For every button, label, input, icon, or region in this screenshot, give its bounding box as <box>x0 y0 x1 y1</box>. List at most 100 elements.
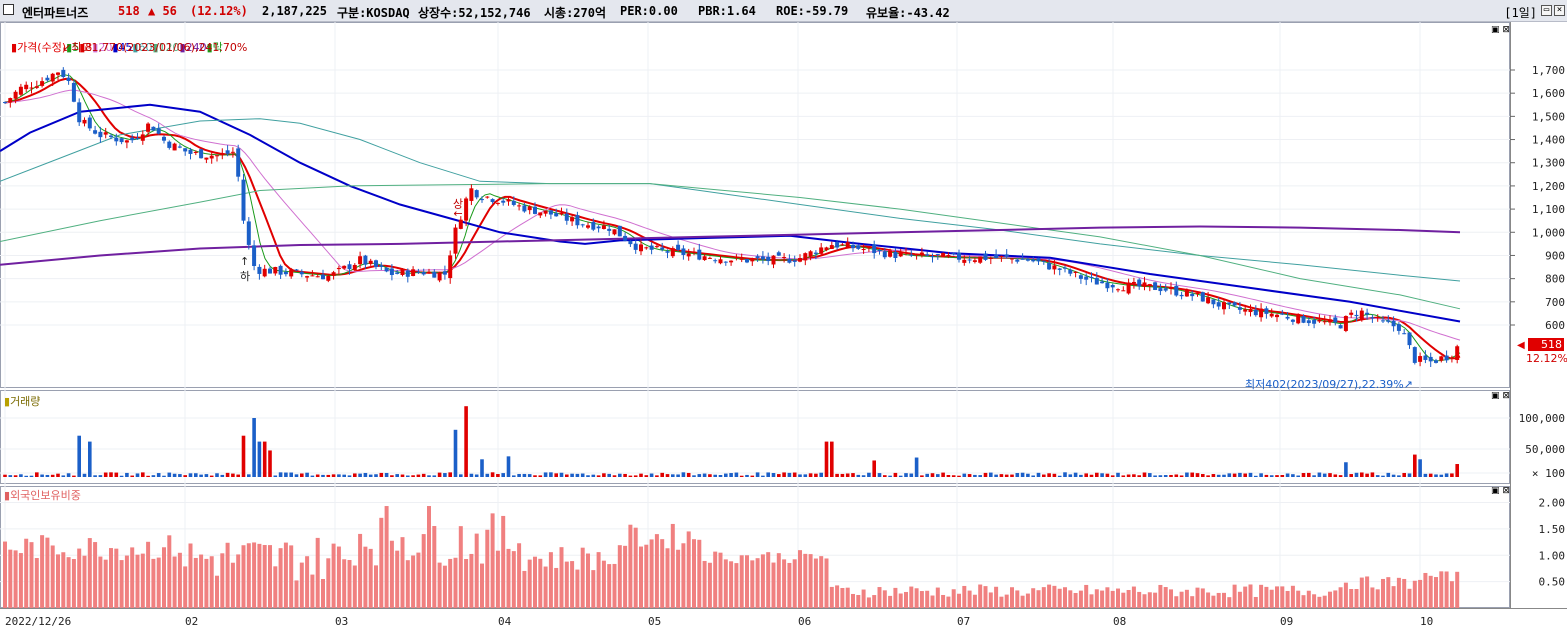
pane-close-icon[interactable]: ⊠ <box>1502 391 1510 401</box>
candle-body <box>310 275 315 277</box>
foreign-bar <box>882 590 887 608</box>
foreign-bar <box>570 561 575 608</box>
foreign-bar <box>1047 584 1052 608</box>
stock-name[interactable]: 엔터파트너즈 <box>22 6 89 20</box>
foreign-bar <box>257 543 262 608</box>
market-cap: 시총:270억 <box>544 6 607 20</box>
foreign-bar <box>1396 577 1401 608</box>
volume-bar <box>247 474 251 477</box>
candle-body <box>1057 268 1062 270</box>
candle-body <box>71 82 76 102</box>
candle-body <box>18 86 23 95</box>
volume-bar <box>374 474 378 477</box>
candle-body <box>1296 313 1301 324</box>
volume-bar <box>1444 473 1449 477</box>
volume-bar <box>867 472 871 477</box>
pane-minimize-icon[interactable]: ▣ <box>1491 486 1500 496</box>
volume-bar <box>188 473 193 477</box>
price-legend-title[interactable]: 가격(수정) <box>17 41 67 54</box>
candle-body <box>1232 302 1237 306</box>
foreign-bar <box>654 534 659 608</box>
ma20-label[interactable]: 20 <box>98 41 113 54</box>
candle-body <box>130 137 135 141</box>
price-change: ▲ 56 <box>148 4 177 18</box>
candle-body <box>1237 307 1242 310</box>
foreign-bar <box>856 594 861 608</box>
volume-bar <box>1110 475 1115 477</box>
candle-body <box>1195 292 1200 295</box>
candle-body <box>1131 281 1136 284</box>
volume-bar <box>1153 475 1157 477</box>
foreign-bar <box>930 595 935 608</box>
legend-marker-icon: ▮ <box>92 41 99 54</box>
foreign-tick-label: 1.00 <box>1539 549 1566 562</box>
candle-body <box>289 269 294 277</box>
volume-bar <box>1116 472 1120 477</box>
foreign-legend-title[interactable]: 외국인보유비중 <box>10 489 81 502</box>
ma5-label[interactable]: 5 <box>72 41 80 54</box>
ma120-label[interactable]: 120 <box>158 41 180 54</box>
volume-bar <box>1248 472 1253 477</box>
minimize-icon[interactable]: ▭ <box>1541 5 1552 16</box>
candle-body <box>98 131 103 138</box>
volume-bar <box>390 475 394 477</box>
select-checkbox[interactable] <box>3 4 14 15</box>
volume-bar <box>82 473 87 477</box>
volume-bar <box>241 435 246 477</box>
volume-bar <box>951 475 956 477</box>
volume-bar <box>718 475 723 477</box>
foreign-bar <box>962 585 967 608</box>
close-icon[interactable]: × <box>1554 5 1565 16</box>
volume-bar <box>8 475 13 477</box>
volume-legend-title[interactable]: 거래량 <box>10 395 41 408</box>
candle-body <box>151 126 156 131</box>
ma240-line <box>0 225 1461 266</box>
candle-body <box>246 221 251 245</box>
candle-body <box>914 254 919 256</box>
pane-close-icon[interactable]: ⊠ <box>1502 25 1510 35</box>
volume-bar <box>1322 473 1327 477</box>
foreign-bar <box>1094 589 1099 608</box>
volume-bar <box>225 472 230 477</box>
volume-pane-controls: ▣ ⊠ <box>1491 391 1510 401</box>
volume-bar <box>353 473 357 477</box>
foreign-bar <box>644 544 649 608</box>
foreign-bar <box>177 552 182 608</box>
ma8-label[interactable]: 8 <box>85 41 93 54</box>
volume-bar <box>623 473 627 477</box>
candle-body <box>384 267 389 272</box>
volume-bar <box>633 475 638 477</box>
ma45-label[interactable]: 45 <box>118 41 133 54</box>
foreign-bar <box>342 559 347 608</box>
pane-minimize-icon[interactable]: ▣ <box>1491 25 1500 35</box>
chart-area[interactable]: 1,700 1,600 1,500 1,400 1,300 1,200 1,100 1,000… <box>0 22 1567 630</box>
candle-body <box>1359 310 1364 320</box>
period-button[interactable]: [1일] <box>1504 6 1537 20</box>
foreign-bar <box>204 558 209 608</box>
ma45-line <box>0 103 1461 323</box>
candle-body <box>1190 293 1195 297</box>
volume-bar <box>1386 472 1391 477</box>
volume-bar <box>93 475 97 477</box>
candle-body <box>1248 309 1253 313</box>
pane-minimize-icon[interactable]: ▣ <box>1491 391 1500 401</box>
volume-bar <box>1397 475 1401 477</box>
candle-body <box>644 247 649 249</box>
foreign-tick-label: 1.50 <box>1539 523 1566 536</box>
candle-body <box>241 179 246 221</box>
lock-label[interactable]: 락 <box>212 41 223 54</box>
ma240-label[interactable]: 240 <box>185 41 207 54</box>
ma60-label[interactable]: 60 <box>138 41 153 54</box>
foreign-bar <box>421 534 426 608</box>
foreign-bar <box>628 524 633 608</box>
candle-body <box>50 73 55 82</box>
candle-body <box>511 200 516 205</box>
foreign-bar <box>1232 584 1237 608</box>
candle-body <box>124 140 129 143</box>
foreign-bar <box>988 592 993 608</box>
price-tick-label: 1,600 <box>1532 87 1565 100</box>
volume-bar <box>151 475 156 477</box>
pane-close-icon[interactable]: ⊠ <box>1502 486 1510 496</box>
volume-bar <box>1222 474 1226 477</box>
foreign-bar <box>1057 588 1062 608</box>
